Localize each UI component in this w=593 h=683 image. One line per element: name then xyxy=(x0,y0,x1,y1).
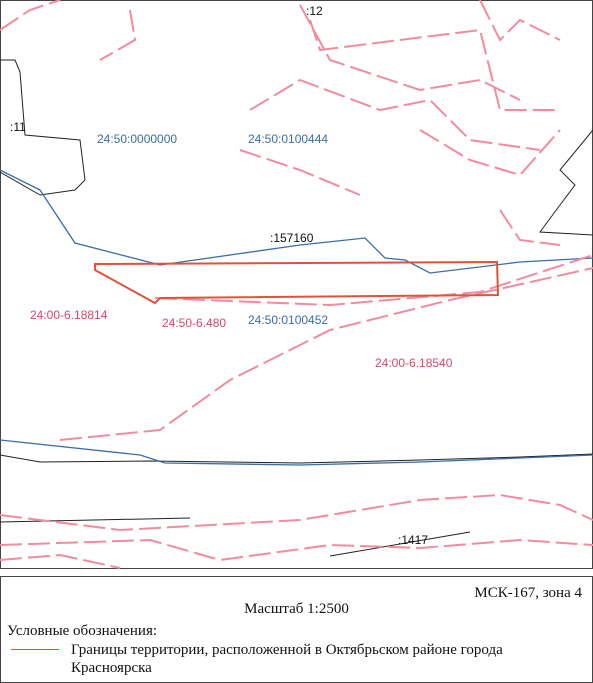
territory-boundary xyxy=(94,260,500,305)
map: :12 :11 24:50:0000000 24:50:0100444 :157… xyxy=(0,0,593,569)
map-frame xyxy=(0,0,593,569)
map-label: 24:00-6.18540 xyxy=(375,356,453,370)
blue-lines xyxy=(0,169,593,466)
map-label: :157160 xyxy=(270,231,314,245)
legend: МСК-167, зона 4 Масштаб 1:2500 Условные … xyxy=(0,576,593,683)
map-label: 24:00-6.18814 xyxy=(30,308,108,322)
map-label: 24:50:0100452 xyxy=(248,313,328,327)
map-label: :12 xyxy=(306,4,323,18)
map-label: 24:50-6.480 xyxy=(162,316,226,330)
map-label: 24:50:0000000 xyxy=(97,132,177,146)
legend-item: Границы территории, расположенной в Октя… xyxy=(71,642,503,676)
scale: Масштаб 1:2500 xyxy=(244,601,349,617)
parcel-lines xyxy=(0,59,593,557)
pink-dashed-lines xyxy=(0,0,593,569)
map-label: 24:50:0100444 xyxy=(248,132,328,146)
crs: МСК-167, зона 4 xyxy=(474,585,582,601)
legend-title: Условные обозначения: xyxy=(7,623,158,639)
legend-swatch xyxy=(11,649,59,650)
map-label: :1417 xyxy=(398,533,428,547)
map-label: :11 xyxy=(10,120,26,134)
